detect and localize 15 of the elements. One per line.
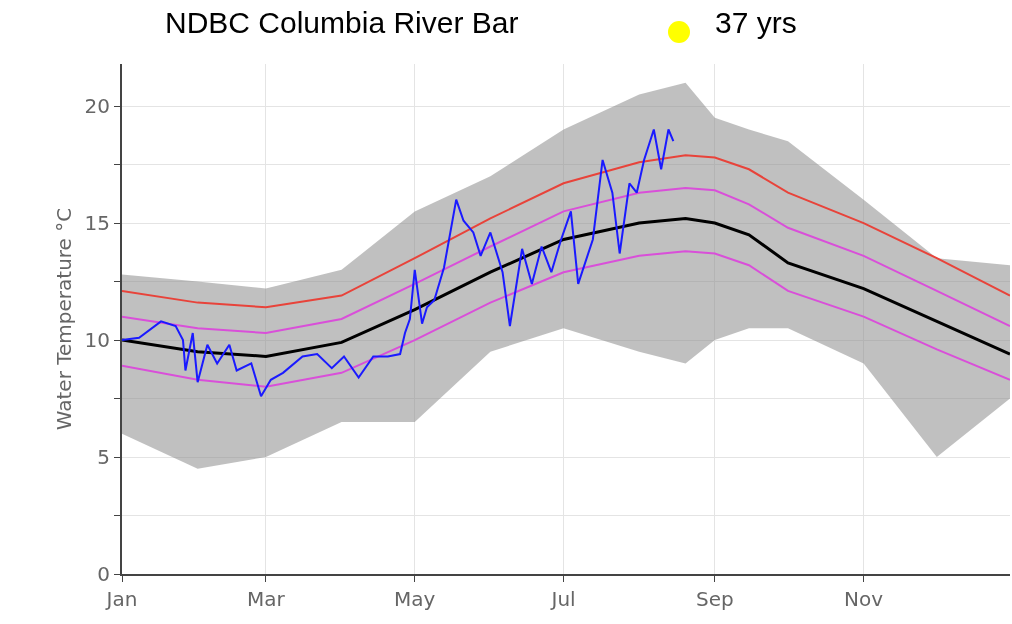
y-tick-label: 0	[97, 562, 110, 586]
line-series	[122, 128, 675, 398]
x-tick-label: Jan	[104, 587, 138, 611]
x-tick-label: Sep	[695, 587, 734, 611]
text: 37 yrs	[715, 6, 797, 40]
x-tick-label: Jul	[549, 587, 576, 611]
x-tick-label: Nov	[844, 587, 884, 611]
y-tick-label: 20	[84, 94, 110, 119]
chart-title: NDBC Columbia River Bar	[165, 6, 519, 40]
y-tick-label: 15	[84, 211, 110, 236]
x-tick-label: Mar	[247, 587, 286, 611]
y-tick-label: 10	[84, 328, 110, 353]
x-tick-label: May	[394, 587, 436, 611]
y-axis-title: Water Temperature °C	[52, 207, 76, 431]
y-tick-label: 5	[97, 445, 110, 470]
